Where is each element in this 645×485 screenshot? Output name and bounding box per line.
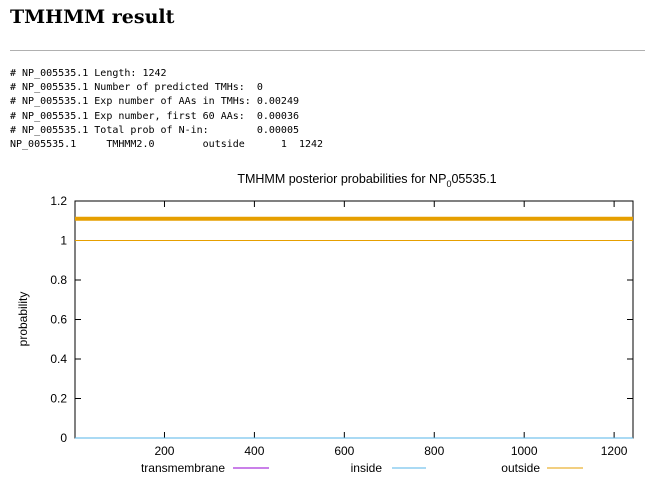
x-tick-label: 800 — [424, 444, 444, 458]
legend-label-outside: outside — [501, 461, 540, 475]
y-tick-label: 0.8 — [50, 273, 67, 287]
x-tick-label: 600 — [334, 444, 354, 458]
summary-block: # NP_005535.1 Length: 1242 # NP_005535.1… — [10, 67, 323, 152]
summary-line: # NP_005535.1 Length: 1242 — [10, 68, 167, 79]
y-axis-label: probability — [16, 292, 30, 347]
y-tick-label: 0 — [60, 431, 67, 445]
summary-line: # NP_005535.1 Exp number, first 60 AAs: … — [10, 110, 299, 122]
legend-label-transmembrane: transmembrane — [141, 461, 225, 475]
x-tick-label: 1200 — [601, 444, 628, 458]
chart-title: TMHMM posterior probabilities for NP0055… — [237, 172, 496, 189]
summary-line: # NP_005535.1 Number of predicted TMHs: … — [10, 82, 263, 94]
page-title: TMHMM result — [10, 6, 175, 28]
y-tick-label: 0.6 — [50, 313, 67, 327]
chart-title-subscript: 0 — [446, 179, 451, 189]
x-tick-label: 200 — [154, 444, 174, 458]
y-tick-label: 1 — [60, 234, 67, 248]
divider — [10, 50, 645, 51]
plot-area: 0 0.2 0.4 0.6 0.8 1 1.2 200 400 600 800 1000 1200 tra… — [50, 194, 634, 475]
chart-title-main: TMHMM posterior probabilities for NP — [237, 172, 446, 186]
y-tick-label: 0.4 — [50, 352, 67, 366]
chart-title-tail: 05535.1 — [451, 172, 496, 186]
summary-line: # NP_005535.1 Exp number of AAs in TMHs:… — [10, 96, 299, 108]
summary-line: # NP_005535.1 Total prob of N-in: 0.0000… — [10, 124, 299, 136]
y-tick-label: 0.2 — [50, 392, 67, 406]
legend-label-inside: inside — [351, 461, 383, 475]
plot-frame — [74, 200, 634, 439]
summary-line: NP_005535.1 TMHMM2.0 outside 1 1242 — [10, 138, 324, 150]
x-tick-label: 1000 — [511, 444, 538, 458]
x-tick-label: 400 — [244, 444, 264, 458]
y-tick-label: 1.2 — [50, 194, 67, 208]
